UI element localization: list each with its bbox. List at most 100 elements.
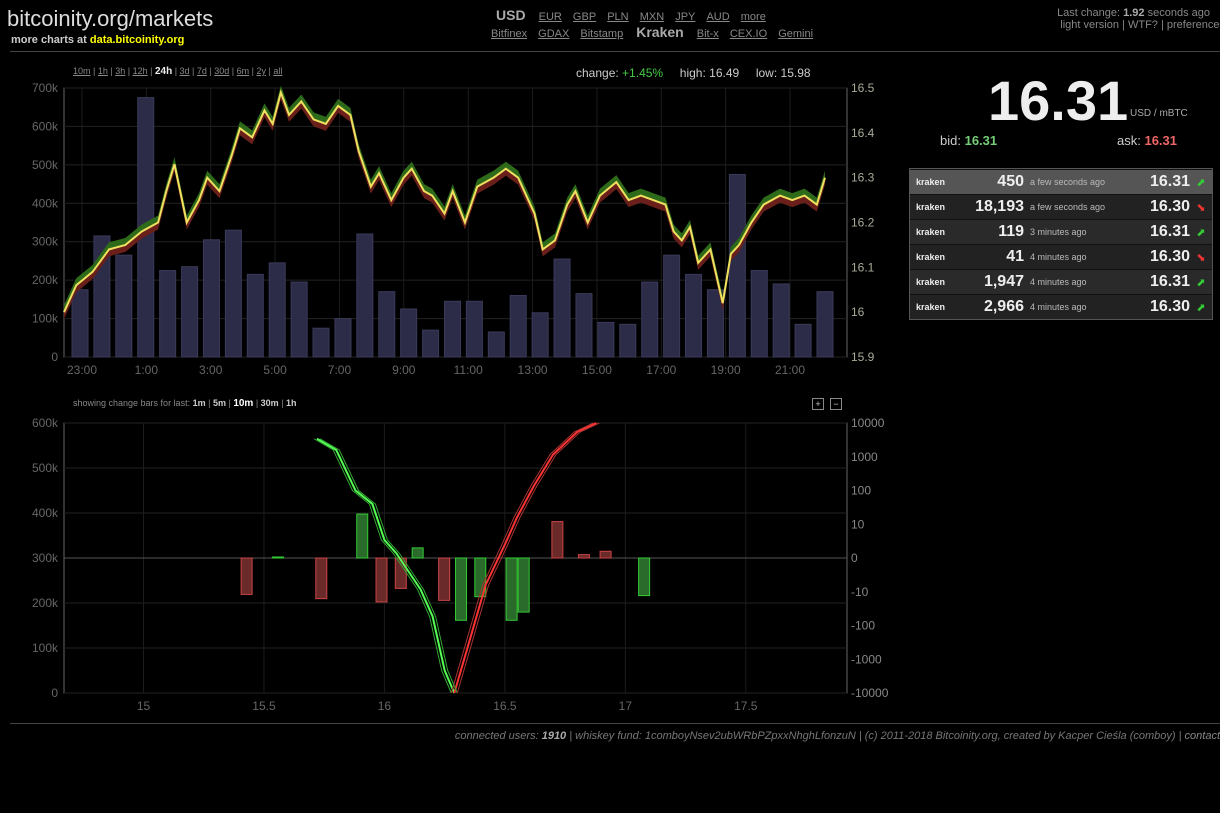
currency-link[interactable]: EUR [538,11,562,23]
bid-depth-line [313,438,452,694]
range-separator: | [107,66,116,76]
x-tick: 15.5 [252,699,276,713]
change-bars-10m[interactable]: 10m [233,398,254,409]
currency-selector: USD EUR GBP PLN MXN JPY AUD more [490,7,810,23]
trade-price: 16.31 [1149,173,1190,190]
trade-price: 16.30 [1149,198,1190,215]
change-bar [411,547,424,559]
volume-bar [728,173,746,358]
footer: connected users: 1910 | whiskey fund: 1c… [455,730,1220,742]
ask-value: 16.31 [1144,133,1178,148]
last-change-suffix: seconds ago [1147,7,1210,19]
trade-exchange: kraken [916,277,946,287]
volume-bar [641,281,659,358]
currency-link[interactable]: PLN [607,11,629,23]
range-3h[interactable]: 3h [115,66,126,76]
trade-exchange: kraken [916,202,946,212]
range-12h[interactable]: 12h [132,66,148,76]
exchange-link[interactable]: Bit-x [696,28,719,40]
range-3d[interactable]: 3d [179,66,190,76]
volume-bar [531,312,549,358]
bid-display: bid: 16.31 [940,133,997,148]
exchange-link[interactable]: Bitstamp [580,28,624,40]
trade-time: 4 minutes ago [1030,277,1087,287]
volume-bar [465,300,483,358]
range-10m[interactable]: 10m [73,66,91,76]
volume-bar [378,291,396,358]
volume-bar [268,262,286,358]
option-separator: | [225,398,234,408]
trade-amount: 450 [997,173,1024,190]
range-7d[interactable]: 7d [196,66,207,76]
ask-display: ask: 16.31 [1117,133,1177,148]
currency-link[interactable]: MXN [639,11,665,23]
data-link[interactable]: data.bitcoinity.org [89,34,185,46]
bid-label: bid: [940,133,961,148]
trade-time: 4 minutes ago [1030,252,1087,262]
exchange-link[interactable]: CEX.IO [729,28,768,40]
last-change-status: Last change: 1.92 seconds ago [1057,7,1210,19]
range-2y[interactable]: 2y [256,66,266,76]
x-tick: 17 [619,699,633,713]
y-left-tick: 600k [32,416,59,430]
change-bars-1m[interactable]: 1m [192,398,206,408]
site-logo[interactable]: bitcoinity.org/markets [7,6,214,31]
y-left-tick: 300k [32,551,59,565]
x-tick: 17:00 [646,363,676,377]
trade-amount: 18,193 [975,198,1024,215]
change-bar [394,557,407,589]
footer-text: | whiskey fund: 1comboyNsev2ubWRbPZpxxNh… [566,730,1185,742]
exchange-current: Kraken [636,24,684,40]
range-separator: | [249,66,257,76]
range-24h[interactable]: 24h [154,66,173,77]
option-separator: | [205,398,213,408]
range-all[interactable]: all [273,66,283,76]
trade-row: kraken 41 4 minutes ago 16.30 ⬊ [910,244,1212,269]
price-volume-chart[interactable]: 0 100k 200k 300k 400k 500k 600k 700k 15.9 16 16.1 1… [0,78,880,378]
change-bars-1h[interactable]: 1h [286,398,297,408]
x-tick: 15:00 [582,363,612,377]
change-bar [438,557,451,601]
y-left-tick: 100k [32,312,59,326]
wtf-link[interactable]: WTF? [1127,19,1158,31]
range-1h[interactable]: 1h [97,66,108,76]
y-right-tick: -10 [851,585,869,599]
currency-link[interactable]: GBP [572,11,597,23]
light-version-link[interactable]: light version [1060,19,1119,31]
y-left-tick: 200k [32,596,59,610]
range-6m[interactable]: 6m [236,66,250,76]
contact-link[interactable]: contact [1184,730,1220,742]
exchange-link[interactable]: Gemini [778,28,814,40]
volume-bar [246,273,264,358]
x-tick: 5:00 [263,363,287,377]
y-left-tick: 600k [32,119,59,133]
zoom-out-button[interactable]: − [830,398,842,410]
y-right-tick: -100 [851,619,875,633]
exchange-link[interactable]: Bitfinex [491,28,528,40]
exchange-link[interactable]: GDAX [538,28,570,40]
y-left-tick: 400k [32,196,59,210]
x-tick: 11:00 [454,363,483,377]
change-bars-30m[interactable]: 30m [260,398,279,408]
ask-depth-line [456,422,600,694]
y-left-tick: 0 [51,350,58,364]
volume-bar [356,233,374,358]
currency-more-link[interactable]: more [740,11,766,23]
trade-row: kraken 18,193 a few seconds ago 16.30 ⬊ [910,194,1212,219]
range-separator: | [206,66,215,76]
time-range-selector: 10m | 1h | 3h | 12h | 24h | 3d | 7d | 30… [73,66,282,77]
x-tick: 13:00 [518,363,548,377]
currency-link[interactable]: JPY [675,11,696,23]
zoom-in-button[interactable]: + [812,398,824,410]
low-label: low: [755,66,778,80]
range-30d[interactable]: 30d [214,66,230,76]
change-bars-5m[interactable]: 5m [212,398,226,408]
trade-amount: 1,947 [983,273,1024,290]
y-right-tick: -10000 [851,686,889,700]
change-bar [240,557,253,595]
preferences-link[interactable]: preferences [1166,19,1220,31]
option-separator: | [278,398,287,408]
trade-time: 4 minutes ago [1030,302,1087,312]
currency-link[interactable]: AUD [706,11,730,23]
